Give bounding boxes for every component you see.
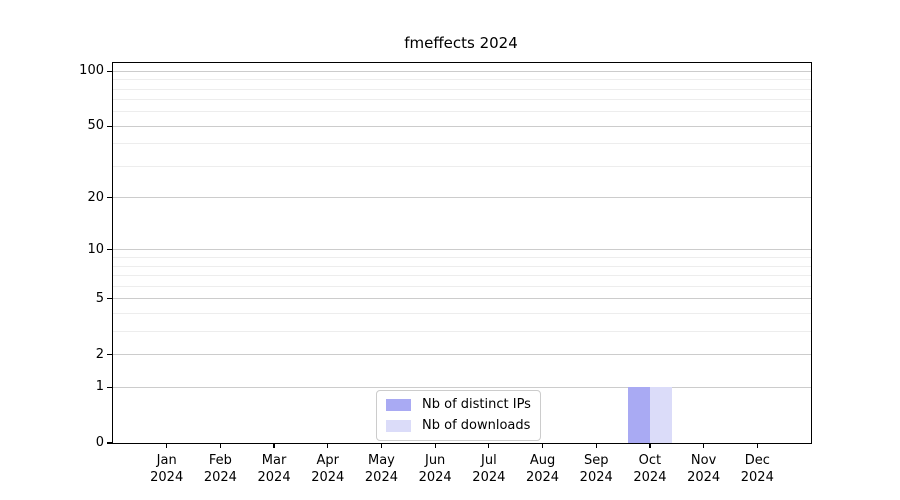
x-tick-year: 2024 [257, 470, 291, 485]
legend-swatch [386, 399, 411, 411]
x-tick-month: Sep [583, 453, 609, 468]
x-tick-month: Oct [638, 453, 662, 468]
x-tick [541, 443, 544, 448]
y-tick-label: 5 [95, 290, 104, 306]
legend-label: Nb of distinct IPs [422, 397, 531, 412]
legend-swatch [386, 420, 411, 432]
minor-gridline [113, 165, 811, 167]
x-tick-year: 2024 [633, 470, 667, 485]
y-tick [107, 298, 113, 300]
y-tick [107, 197, 113, 199]
x-tick-label: Aug 2024 [513, 452, 573, 486]
y-tick [107, 70, 113, 72]
x-tick-label: Nov 2024 [674, 452, 734, 486]
minor-gridline [113, 285, 811, 287]
plot-area: 0 1 2 5 10 20 50 100 Jan 2024 Feb 2024 Mar 2024 Apr 202… [79, 62, 812, 485]
major-gridline [113, 70, 811, 72]
x-tick-label: Oct 2024 [620, 452, 680, 486]
x-tick-month: Jul [481, 453, 497, 468]
y-tick [107, 353, 113, 356]
legend: Nb of distinct IPs Nb of downloads [376, 390, 541, 441]
minor-gridline [113, 257, 811, 259]
x-tick-month: Feb [208, 453, 232, 468]
x-tick [703, 443, 705, 448]
x-tick-year: 2024 [418, 470, 452, 485]
x-tick [219, 443, 221, 448]
legend-item: Nb of distinct IPs [386, 397, 531, 413]
x-tick-month: Apr [316, 453, 340, 468]
minor-gridline [113, 88, 811, 90]
x-tick-year: 2024 [150, 470, 184, 485]
x-tick-month: Mar [261, 453, 287, 468]
x-tick-month: May [368, 453, 395, 468]
y-tick [107, 442, 113, 444]
x-tick-year: 2024 [579, 470, 613, 485]
y-tick-label: 50 [87, 118, 104, 134]
x-tick-label: Sep 2024 [566, 452, 626, 486]
y-tick-label: 100 [79, 63, 104, 79]
x-tick-label: Jan 2024 [137, 452, 197, 486]
x-tick [380, 443, 383, 448]
y-tick-label: 1 [95, 379, 104, 395]
minor-gridline [113, 265, 811, 267]
x-tick-year: 2024 [525, 470, 560, 485]
minor-gridline [113, 111, 811, 113]
x-tick-month: Jun [424, 453, 446, 468]
x-tick-month: Aug [529, 453, 556, 468]
x-tick-label: Dec 2024 [727, 452, 787, 486]
x-tick [488, 443, 490, 448]
y-tick [107, 125, 113, 127]
y-tick-label: 0 [95, 435, 104, 450]
y-tick-label: 2 [95, 346, 104, 362]
x-tick-label: Mar 2024 [244, 452, 304, 486]
x-tick [327, 443, 329, 448]
x-tick-year: 2024 [311, 470, 345, 485]
y-tick [107, 249, 113, 251]
major-gridline [113, 197, 811, 199]
legend-item: Nb of downloads [386, 418, 531, 434]
minor-gridline [113, 275, 811, 277]
x-tick-month: Jan [156, 453, 177, 468]
x-tick-month: Nov [690, 453, 717, 468]
x-tick-year: 2024 [364, 470, 398, 485]
minor-gridline [113, 79, 811, 81]
y-tick [107, 386, 113, 388]
x-tick-label: Feb 2024 [190, 452, 250, 486]
x-tick-year: 2024 [472, 470, 506, 485]
x-tick-month: Dec [744, 453, 770, 468]
chart-title: fmeffects 2024 [404, 34, 518, 52]
x-tick [273, 443, 275, 448]
major-gridline [113, 386, 811, 388]
x-tick-year: 2024 [687, 470, 721, 485]
x-tick [595, 443, 597, 448]
legend-label: Nb of downloads [422, 418, 531, 433]
x-tick-label: Jul 2024 [459, 452, 519, 486]
x-tick [166, 443, 168, 448]
major-gridline [113, 249, 811, 251]
minor-gridline [113, 143, 811, 145]
major-gridline [113, 354, 811, 356]
major-gridline [113, 125, 811, 127]
x-tick-year: 2024 [203, 470, 237, 485]
x-tick-label: Apr 2024 [298, 452, 358, 486]
x-tick [756, 443, 758, 448]
minor-gridline [113, 330, 811, 332]
major-gridline [113, 298, 811, 300]
x-tick-label: May 2024 [351, 452, 411, 486]
minor-gridline [113, 99, 811, 101]
y-tick-label: 20 [87, 189, 104, 205]
x-tick [434, 443, 436, 448]
bar-distinct-ips [627, 387, 650, 443]
x-tick-year: 2024 [740, 470, 774, 485]
y-tick-label: 10 [87, 241, 104, 257]
x-tick-label: Jun 2024 [405, 452, 465, 486]
bar-downloads [649, 387, 672, 443]
x-tick [649, 443, 651, 448]
minor-gridline [113, 312, 811, 314]
